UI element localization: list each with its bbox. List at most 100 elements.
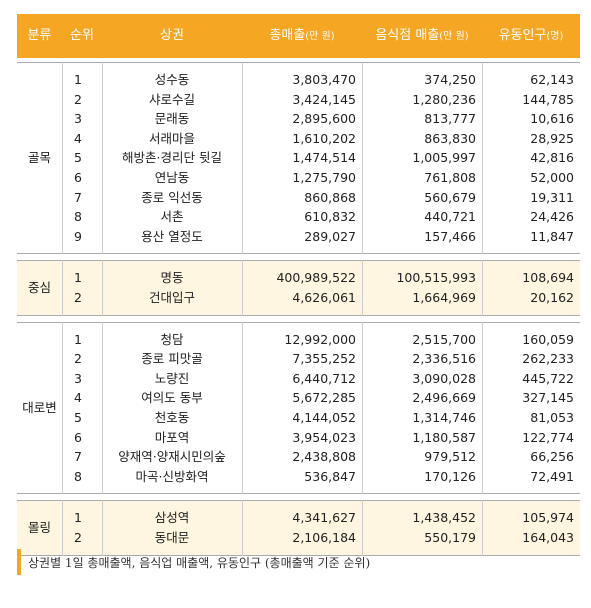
cell: 3 (74, 370, 82, 386)
header-label: 총매출 (269, 28, 306, 43)
cell: 52,000 (530, 170, 574, 185)
cell: 536,847 (304, 468, 356, 484)
cell: 마포역 (154, 429, 190, 445)
cell: 2,438,808 (292, 449, 356, 465)
cell: 청담 (160, 331, 184, 347)
col-line (242, 62, 243, 255)
cell: 170,126 (424, 468, 476, 484)
cell: 560,679 (424, 189, 476, 205)
cell: 144,785 (522, 91, 574, 107)
cell: 7 (74, 189, 82, 205)
col-line (362, 62, 363, 255)
cell: 105,974 (522, 510, 574, 526)
cell: 445,722 (522, 370, 574, 386)
header-label: 상권 (160, 28, 184, 43)
cell: 1,005,997 (412, 150, 476, 166)
cell: 3,954,023 (292, 429, 356, 445)
caption: 상권별 1일 총매출액, 음식업 매출액, 유동인구 (총매출액 기준 순위) (28, 556, 371, 570)
cell: 해방촌·경리단 뒷길 (122, 150, 222, 166)
cell: 81,053 (530, 410, 574, 425)
header-cell: 총매출(만 원) (242, 14, 362, 59)
cell: 1 (74, 510, 82, 526)
cell: 4,626,061 (292, 290, 356, 305)
cell: 1,314,746 (412, 410, 476, 425)
cell: 8 (74, 209, 82, 225)
header-unit: (명) (546, 31, 564, 42)
col-line (242, 500, 243, 556)
cell: 샤로수길 (148, 91, 195, 107)
group (17, 260, 580, 316)
cell: 7,355,252 (292, 351, 356, 367)
cell: 2,336,516 (412, 351, 476, 367)
group (17, 500, 580, 556)
cell: 28,925 (530, 130, 574, 146)
cell: 440,721 (424, 209, 476, 225)
col-line (102, 500, 103, 556)
group-name: 대로변 (22, 400, 57, 415)
header-bg (17, 14, 580, 58)
col-line (62, 321, 63, 495)
cell: 262,233 (522, 351, 574, 367)
header-unit: (만 원) (439, 31, 469, 42)
cell: 122,774 (522, 429, 574, 445)
col-line (482, 500, 483, 556)
cell: 11,847 (530, 228, 574, 244)
group-name: 중심 (27, 280, 51, 295)
cell: 20,162 (530, 290, 574, 305)
col-line (62, 500, 63, 556)
cell: 성수동 (154, 72, 190, 87)
cell: 2,106,184 (292, 530, 356, 545)
cell: 42,816 (530, 150, 574, 166)
col-line (242, 321, 243, 495)
cell: 72,491 (530, 468, 574, 484)
cell: 2,895,600 (292, 111, 356, 127)
header-label: 순위 (70, 28, 94, 43)
cell: 7 (74, 449, 82, 465)
cell: 1,180,587 (412, 429, 476, 445)
cell: 62,143 (530, 72, 574, 87)
cell: 6 (74, 170, 82, 185)
cell: 1,275,790 (292, 170, 356, 185)
cell: 노량진 (154, 370, 190, 386)
cell: 종로 피맛골 (141, 351, 203, 367)
header-label: 유동인구 (498, 28, 547, 43)
header-cell: 상권 (102, 14, 242, 58)
col-line (62, 260, 63, 316)
cell: 4,144,052 (292, 410, 356, 425)
cell: 610,832 (304, 209, 356, 225)
cell: 3,803,470 (292, 72, 356, 87)
header-label: 음식점 매출 (375, 28, 440, 43)
cell: 979,512 (424, 449, 476, 465)
header-label: 분류 (27, 28, 52, 43)
cell: 천호동 (154, 410, 190, 425)
cell: 1 (74, 270, 82, 286)
cell: 1 (74, 72, 82, 87)
header-cell: 음식점 매출(만 원) (362, 14, 482, 59)
cell: 400,989,522 (276, 270, 356, 286)
cell: 24,426 (530, 209, 574, 225)
caption-bar (17, 549, 21, 575)
table: 분류 순위 상권 총매출(만 원) 음식점 매출(만 원) 유동인구(명) 골목 1 성수동 3,… (17, 14, 580, 556)
cell: 5 (74, 410, 82, 425)
cell: 1,664,969 (412, 290, 476, 305)
cell: 863,830 (424, 130, 476, 146)
col-line (102, 260, 103, 316)
cell: 327,145 (522, 390, 574, 406)
header-cell: 유동인구(명) (482, 14, 580, 59)
cell: 2 (74, 530, 82, 545)
group-name: 몰링 (27, 520, 51, 535)
cell: 동대문 (154, 530, 190, 545)
cell: 6 (74, 429, 82, 445)
cell: 289,027 (304, 228, 356, 244)
col-line (242, 260, 243, 316)
col-line (482, 260, 483, 316)
cell: 건대입구 (148, 290, 195, 305)
cell: 1,438,452 (412, 510, 476, 526)
header-unit: (만 원) (305, 31, 335, 42)
cell: 2 (74, 91, 82, 107)
cell: 157,466 (424, 228, 476, 244)
cell: 명동 (160, 270, 184, 286)
cell: 19,311 (530, 189, 574, 205)
cell: 1,610,202 (292, 130, 356, 146)
cell: 2,496,669 (412, 390, 476, 406)
